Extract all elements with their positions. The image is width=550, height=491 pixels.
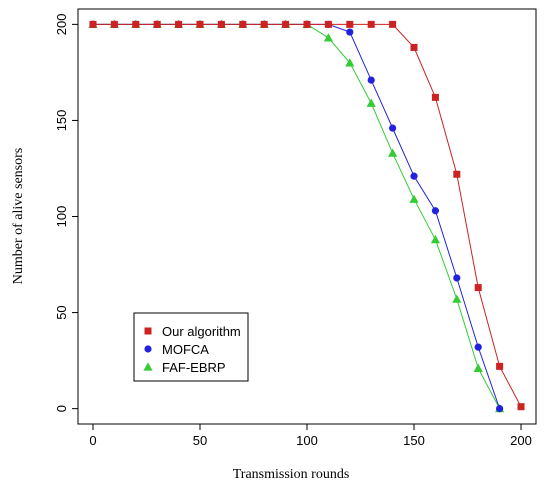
data-point [430, 234, 441, 244]
data-point [217, 20, 225, 28]
data-point [239, 20, 247, 28]
data-point [409, 194, 419, 203]
data-point [346, 20, 354, 28]
legend-marker [144, 327, 152, 335]
data-point [196, 20, 204, 28]
y-tick-label: 150 [54, 110, 69, 132]
y-tick-label: 100 [54, 206, 69, 228]
y-axis: 0 50 100 150 200 [54, 14, 78, 412]
data-point [110, 20, 118, 28]
data-point [473, 363, 483, 372]
y-tick-label: 200 [54, 14, 69, 36]
x-tick-label: 150 [403, 433, 425, 448]
data-point [303, 20, 311, 28]
data-point [324, 20, 332, 28]
series-our-algorithm [89, 20, 525, 411]
x-tick-label: 0 [89, 433, 96, 448]
legend: Our algorithm MOFCA FAF-EBRP [133, 312, 249, 382]
y-tick-label: 50 [54, 305, 69, 319]
series-layer [88, 19, 525, 413]
data-point [431, 207, 440, 215]
data-point [410, 43, 418, 51]
x-axis-label: Transmission rounds [233, 467, 350, 482]
data-point [389, 124, 397, 132]
legend-box [133, 312, 249, 382]
legend-label: FAF-EBRP [162, 360, 226, 375]
data-point [453, 170, 461, 178]
legend-label: Our algorithm [162, 324, 241, 339]
data-point [260, 20, 268, 28]
data-point [153, 20, 161, 28]
data-point [367, 76, 375, 84]
data-point [323, 33, 334, 42]
data-point [431, 93, 439, 101]
data-point [282, 20, 290, 28]
data-point [474, 284, 482, 292]
data-point [132, 20, 140, 28]
data-point [346, 28, 354, 36]
data-point [89, 20, 97, 28]
data-point [496, 362, 504, 370]
y-axis-label: Number of alive sensors [11, 148, 26, 284]
legend-label: MOFCA [162, 342, 209, 357]
data-point [474, 343, 482, 351]
data-point [175, 20, 183, 28]
x-tick-label: 50 [193, 433, 207, 448]
data-point [453, 274, 461, 282]
legend-marker [143, 362, 153, 371]
data-point [452, 294, 462, 303]
data-point [517, 403, 525, 411]
legend-marker [144, 345, 152, 353]
data-point [367, 20, 375, 28]
x-tick-label: 100 [296, 433, 318, 448]
data-point [366, 98, 376, 107]
x-axis: 0 50 100 150 200 [89, 424, 532, 448]
data-point [345, 58, 355, 67]
x-tick-label: 200 [510, 433, 532, 448]
data-point [388, 148, 398, 157]
data-point [410, 172, 418, 180]
data-point [496, 405, 504, 413]
data-point [389, 20, 397, 28]
y-tick-label: 0 [54, 405, 69, 412]
